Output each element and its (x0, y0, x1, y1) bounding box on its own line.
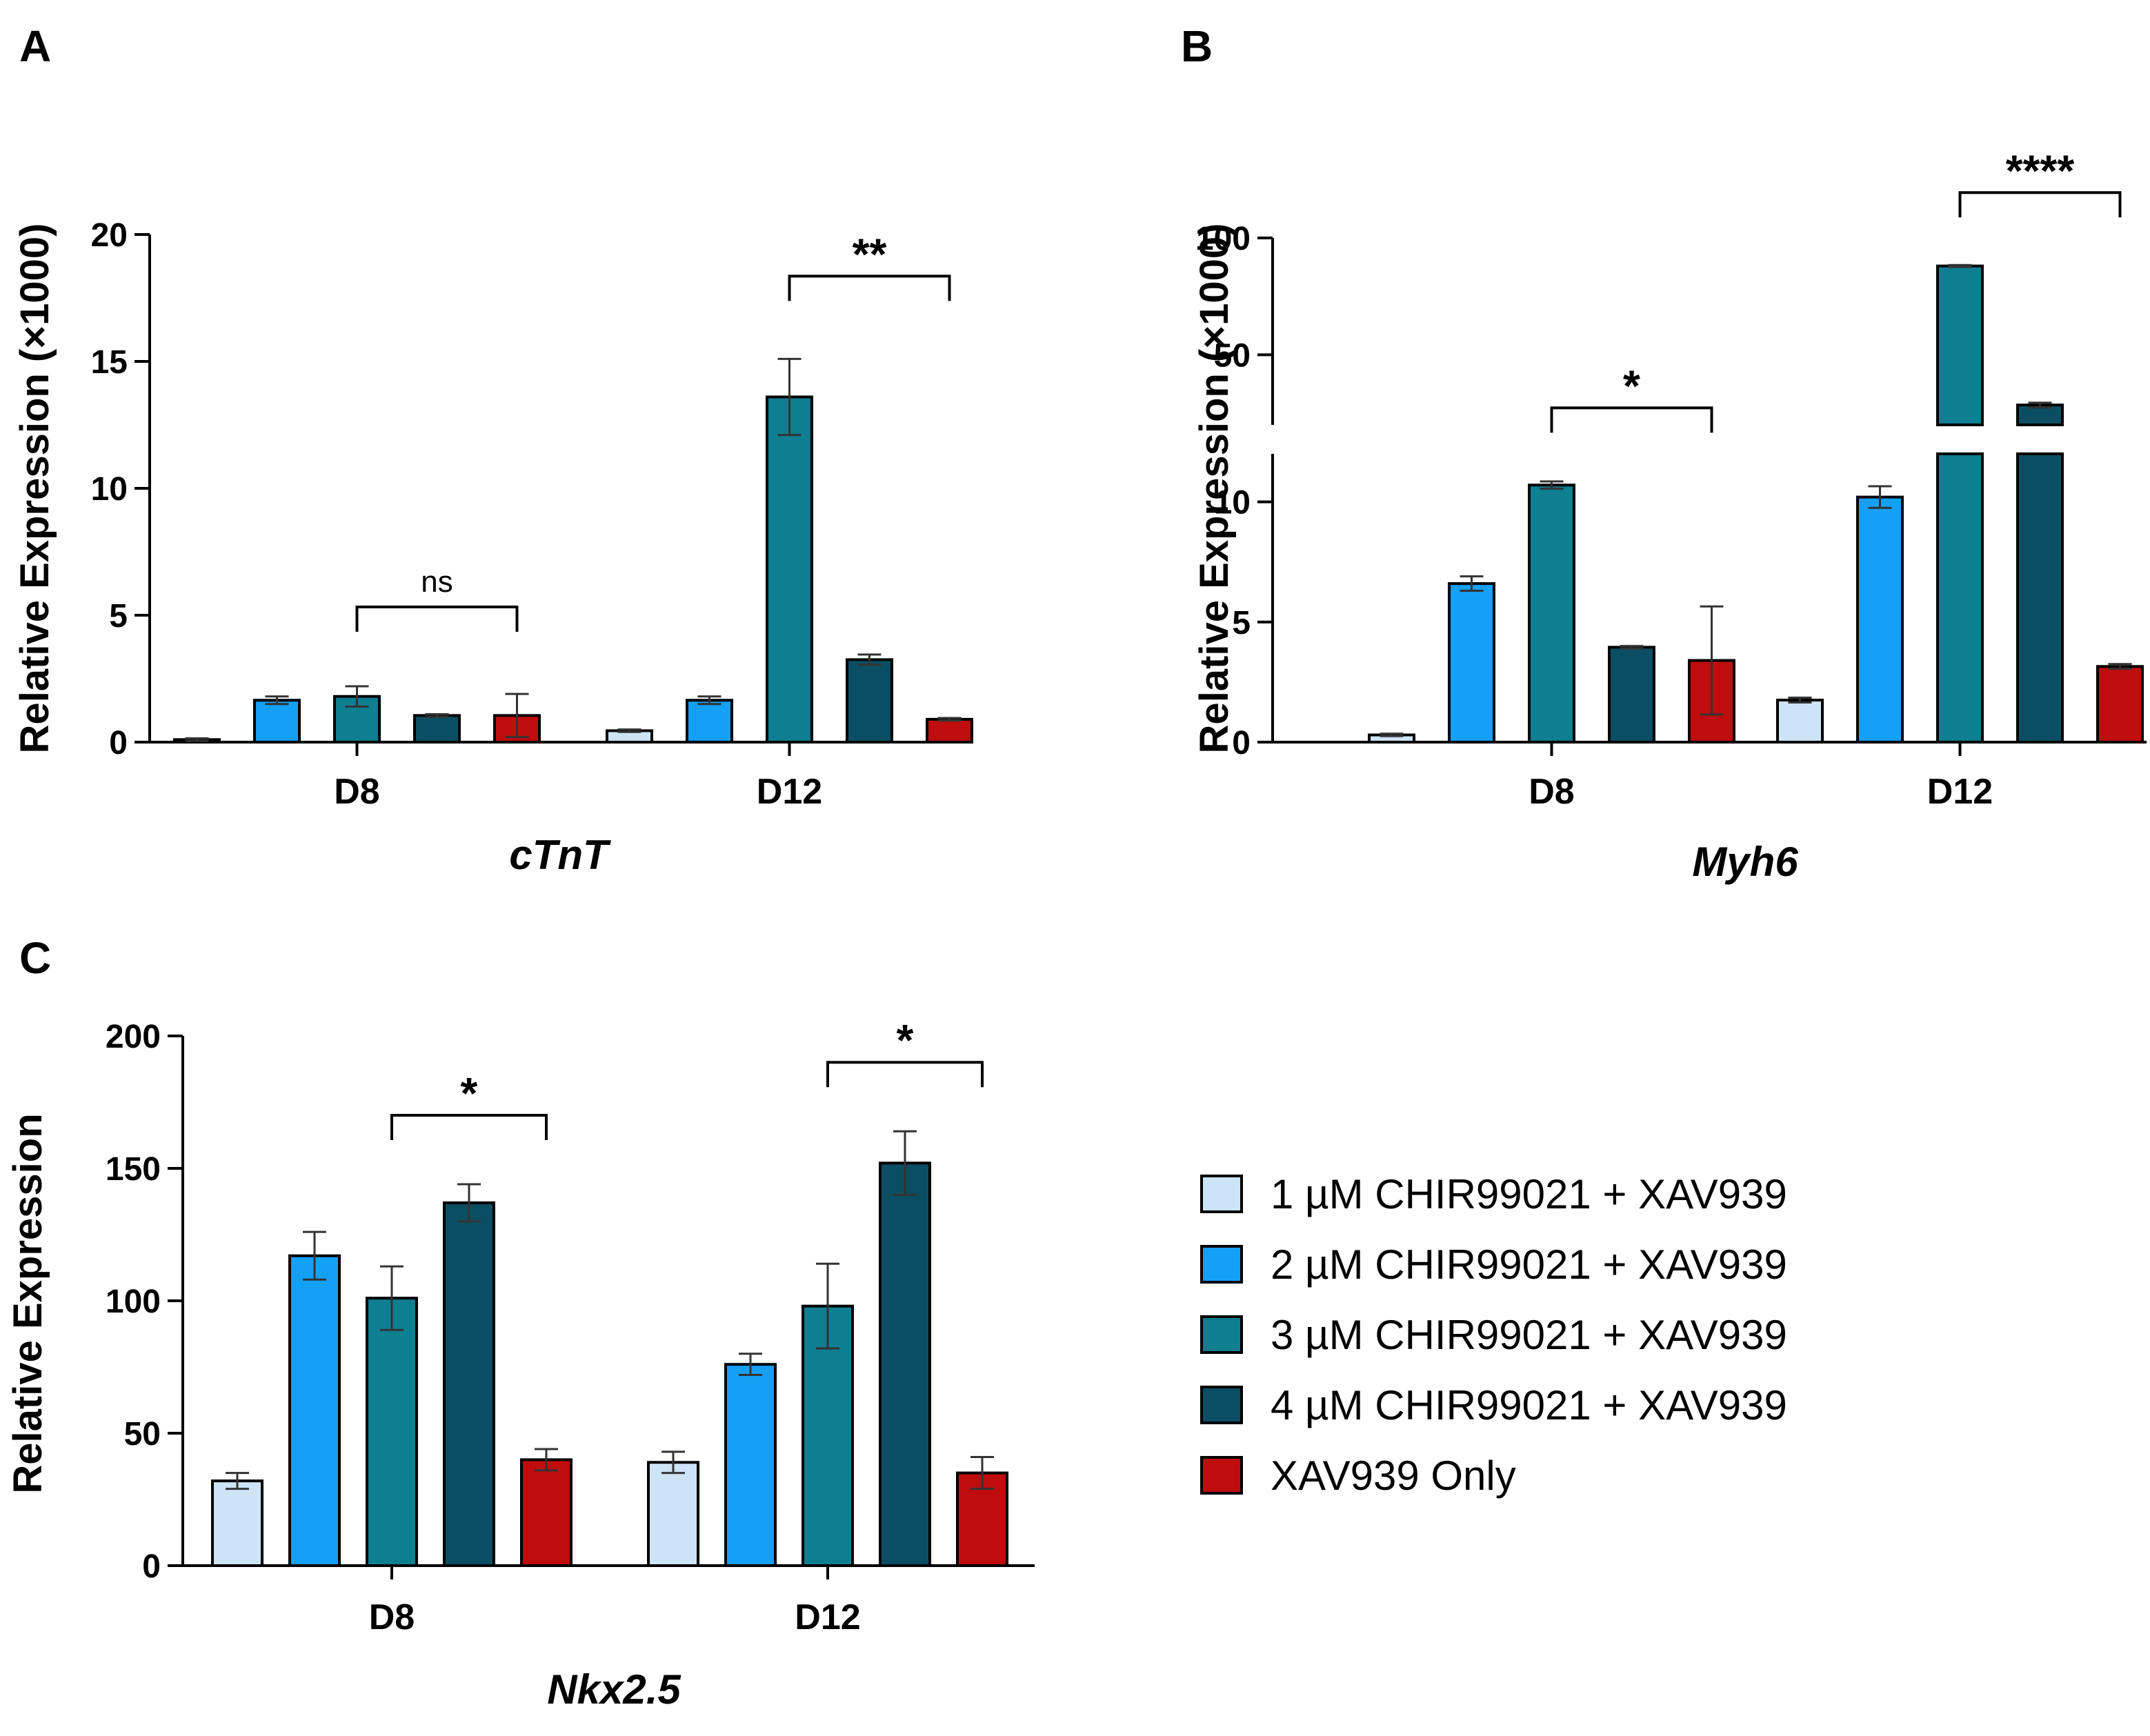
bar (520, 1458, 573, 1568)
y-tick-label: 50 (1214, 337, 1251, 374)
bar (366, 1297, 418, 1567)
bar (413, 714, 461, 744)
y-tick-label: 10 (1214, 485, 1251, 521)
y-tick-label: 100 (106, 1284, 161, 1320)
significance-bracket (390, 1114, 548, 1141)
y-axis-label: Relative Expression (×1000) (12, 223, 57, 754)
y-tick-label: 100 (1195, 221, 1251, 257)
panel-label-a: A (19, 21, 52, 71)
y-tick-label: 50 (124, 1416, 161, 1453)
legend-swatch (1200, 1456, 1243, 1495)
bar (211, 1479, 263, 1567)
legend-label: XAV939 Only (1271, 1452, 1516, 1499)
legend-swatch (1200, 1245, 1243, 1284)
legend-item: 4 µM CHIR99021 + XAV939 (1200, 1370, 1787, 1440)
bar (443, 1201, 495, 1568)
chart-ctnt: 0 5 10 15 20 Relative Expression (×1000) D8 ns D… (12, 217, 973, 878)
bar (647, 1461, 699, 1567)
legend-item: XAV939 Only (1200, 1440, 1787, 1510)
y-tick-label: 0 (109, 725, 128, 761)
x-tick-label: D12 (795, 1597, 860, 1637)
x-tick-label: D8 (334, 772, 379, 812)
bar (846, 658, 893, 744)
y-tick-label: 15 (91, 344, 128, 381)
chart-nkx25: 0 50 100 150 200 Relative Expression D8 * D12 * Nk… (6, 1015, 1035, 1713)
legend-swatch (1200, 1315, 1243, 1354)
x-tick-label: D8 (1529, 772, 1574, 812)
bar-lower (2016, 452, 2064, 744)
y-tick-label: 0 (1232, 725, 1251, 761)
x-tick-label: D12 (757, 772, 822, 812)
legend-swatch (1200, 1175, 1243, 1213)
chart-title: Nkx2.5 (547, 1666, 681, 1713)
bar (2096, 665, 2144, 744)
significance-bracket (1958, 191, 2122, 218)
panel-label-b: B (1181, 21, 1213, 71)
bar (724, 1363, 777, 1567)
bar (1776, 699, 1824, 744)
bar (1856, 495, 1904, 744)
legend-item: 3 µM CHIR99021 + XAV939 (1200, 1299, 1787, 1370)
legend-label: 2 µM CHIR99021 + XAV939 (1271, 1241, 1787, 1288)
x-tick-label: D12 (1927, 772, 1993, 812)
legend-label: 4 µM CHIR99021 + XAV939 (1271, 1381, 1787, 1428)
legend-label: 1 µM CHIR99021 + XAV939 (1271, 1170, 1787, 1217)
bar (1608, 646, 1655, 744)
significance-bracket (355, 606, 519, 632)
y-tick-label: 0 (142, 1548, 161, 1585)
significance-bracket (826, 1061, 984, 1088)
significance-bracket (788, 275, 951, 301)
significance-label: * (461, 1068, 478, 1118)
bar (926, 717, 973, 744)
bar-upper (1936, 264, 1984, 426)
y-tick-label: 20 (91, 217, 128, 254)
y-tick-label: 5 (1232, 605, 1251, 641)
y-tick-label: 200 (106, 1019, 161, 1055)
bar (1448, 582, 1495, 744)
panel-label-c: C (19, 933, 52, 983)
significance-label: ** (853, 229, 887, 279)
chart-title: cTnT (509, 832, 611, 878)
x-tick-label: D8 (369, 1597, 415, 1637)
bar (766, 395, 813, 744)
chart-title: Myh6 (1692, 839, 1798, 885)
legend-item: 1 µM CHIR99021 + XAV939 (1200, 1159, 1787, 1229)
y-tick-label: 10 (91, 471, 128, 508)
y-axis-label: Relative Expression (6, 1113, 50, 1493)
significance-label: ns (421, 565, 452, 599)
significance-label: * (897, 1015, 914, 1065)
legend: 1 µM CHIR99021 + XAV939 2 µM CHIR99021 +… (1200, 1159, 1787, 1510)
legend-item: 2 µM CHIR99021 + XAV939 (1200, 1229, 1787, 1299)
bar (1528, 483, 1575, 744)
bar (686, 699, 733, 744)
y-tick-label: 5 (109, 598, 128, 635)
significance-label: **** (2006, 146, 2075, 195)
y-tick-label: 150 (106, 1151, 161, 1188)
legend-swatch (1200, 1386, 1243, 1424)
bar (879, 1161, 931, 1567)
bar (288, 1254, 341, 1567)
legend-label: 3 µM CHIR99021 + XAV939 (1271, 1311, 1787, 1358)
y-axis-label: Relative Expression (×1000) (1192, 223, 1237, 754)
bar-lower (1936, 452, 1984, 744)
bar (253, 699, 301, 744)
significance-bracket (1550, 406, 1713, 433)
significance-label: * (1623, 361, 1640, 410)
